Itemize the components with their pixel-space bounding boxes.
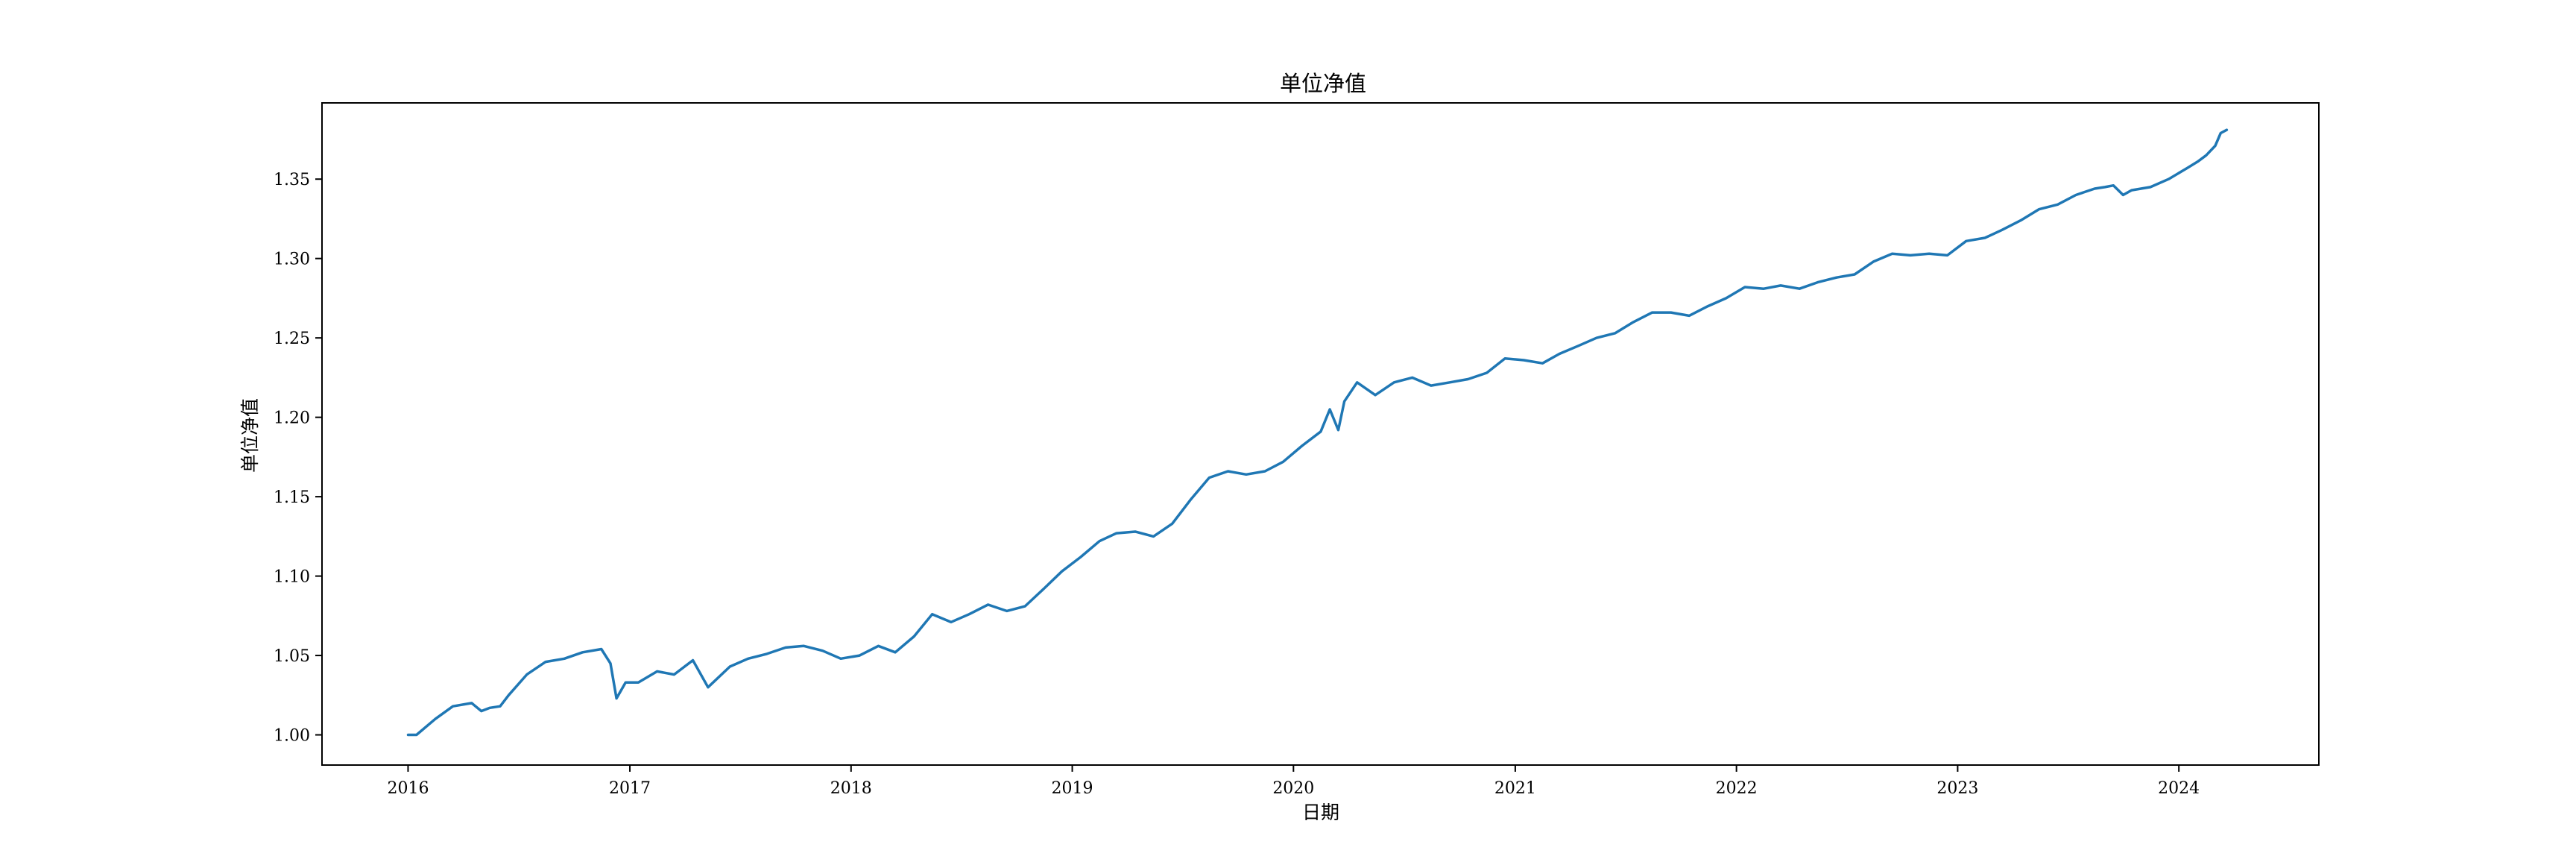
x-axis: 2016 2017 2018 2019 2020 2021 2022 2023 2024 xyxy=(387,765,2200,798)
x-tick-label: 2023 xyxy=(1936,779,1978,798)
y-axis-title: 单位净值 xyxy=(239,398,261,473)
y-tick-label: 1.20 xyxy=(274,409,310,428)
y-tick-label: 1.25 xyxy=(274,330,310,348)
series-line-unit-nav xyxy=(406,128,2229,737)
x-tick-label: 2019 xyxy=(1052,779,1093,798)
x-tick-label: 2017 xyxy=(609,779,651,798)
x-tick-label: 2022 xyxy=(1716,779,1758,798)
plot-area-frame xyxy=(321,102,2320,766)
y-tick-label: 1.15 xyxy=(274,488,310,507)
y-tick-label: 1.00 xyxy=(274,727,310,746)
chart-title: 单位净值 xyxy=(1280,71,1366,96)
x-tick-label: 2020 xyxy=(1272,779,1314,798)
y-tick-label: 1.10 xyxy=(274,568,310,587)
x-axis-title: 日期 xyxy=(1302,802,1339,823)
x-tick-label: 2016 xyxy=(387,779,429,798)
y-tick-label: 1.30 xyxy=(274,251,310,269)
x-tick-label: 2024 xyxy=(2158,779,2200,798)
y-tick-label: 1.05 xyxy=(274,647,310,666)
y-axis: 1.00 1.05 1.10 1.15 1.20 1.25 1.30 1.35 xyxy=(274,171,322,746)
x-tick-label: 2018 xyxy=(830,779,872,798)
x-tick-label: 2021 xyxy=(1494,779,1536,798)
y-tick-label: 1.35 xyxy=(274,171,310,189)
